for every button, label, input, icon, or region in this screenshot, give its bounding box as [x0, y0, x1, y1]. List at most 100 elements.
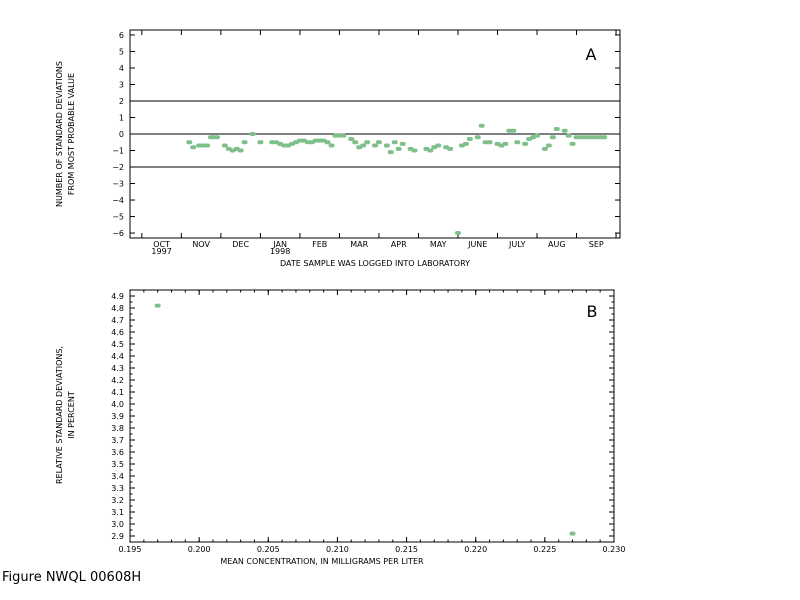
data-point-a	[375, 140, 382, 145]
y-tick-label-b: 3.8	[111, 424, 124, 433]
x-tick-label-b: 0.215	[395, 545, 418, 554]
month-label: JUNE	[467, 240, 487, 249]
data-point-a	[391, 140, 398, 145]
year-label: 1997	[151, 247, 171, 256]
month-label: JULY	[508, 240, 526, 249]
year-label: 1998	[270, 247, 290, 256]
month-label: JAN	[272, 240, 287, 249]
panel-label-b: B	[587, 302, 598, 321]
y-tick-label-a: 6	[119, 31, 124, 40]
data-point-a	[486, 140, 493, 145]
data-point-a	[553, 127, 560, 132]
data-point-a	[462, 141, 469, 146]
data-point-a	[545, 143, 552, 148]
y-axis-label-a: NUMBER OF STANDARD DEVIATIONS	[55, 61, 64, 207]
data-point-a	[204, 143, 211, 148]
data-point-a	[466, 136, 473, 141]
y-tick-label-b: 4.0	[111, 400, 124, 409]
data-point-a	[372, 143, 378, 148]
y-tick-label-a: −4	[112, 196, 124, 205]
y-tick-label-b: 3.1	[111, 508, 124, 517]
y-tick-label-b: 4.8	[111, 304, 124, 313]
data-point-a	[221, 143, 228, 148]
y-tick-label-a: −2	[112, 163, 124, 172]
data-point-a	[399, 141, 406, 146]
y-tick-label-b: 3.0	[111, 520, 124, 529]
plot-frame-b	[129, 289, 615, 543]
month-label: DEC	[232, 240, 249, 249]
y-tick-label-a: −1	[112, 147, 124, 156]
data-point-a	[534, 133, 541, 138]
data-point-a	[478, 123, 485, 128]
data-point-a	[383, 143, 390, 148]
x-tick-label-b: 0.205	[257, 545, 280, 554]
data-point-a	[360, 143, 367, 148]
y-tick-label-b: 4.9	[111, 292, 124, 301]
month-label: APR	[391, 240, 407, 249]
x-tick-label-b: 0.195	[119, 545, 142, 554]
month-label: OCT	[153, 240, 170, 249]
data-point-a	[474, 135, 481, 140]
y-tick-label-b: 4.4	[111, 352, 124, 361]
y-tick-label-a: 2	[119, 97, 124, 106]
data-point-a	[561, 128, 568, 133]
y-tick-label-b: 2.9	[111, 532, 124, 541]
data-point-a	[502, 141, 509, 146]
data-point-a	[541, 146, 548, 151]
y-tick-label-a: 3	[119, 80, 124, 89]
y-tick-label-b: 4.5	[111, 340, 124, 349]
data-point-b	[569, 531, 576, 536]
y-tick-label-a: 1	[119, 113, 124, 122]
data-point-b	[154, 303, 161, 308]
y-axis-label-a: FROM MOST PROBABLE VALUE	[67, 73, 76, 195]
x-tick-label-b: 0.230	[603, 545, 626, 554]
data-point-a	[427, 148, 434, 153]
data-point-a	[249, 132, 256, 136]
data-point-a	[395, 146, 402, 151]
month-label: AUG	[548, 240, 566, 249]
month-label: MAR	[350, 240, 368, 249]
y-tick-label-b: 4.6	[111, 328, 124, 337]
data-point-a	[328, 143, 335, 148]
data-point-a	[364, 140, 371, 145]
data-point-a	[454, 231, 461, 236]
x-tick-label-b: 0.210	[326, 545, 349, 554]
figure-caption: Figure NWQL 00608H	[2, 570, 142, 585]
x-axis-label-b: MEAN CONCENTRATION, IN MILLIGRAMS PER LI…	[220, 557, 424, 566]
y-tick-label-a: 5	[119, 47, 124, 56]
y-axis-label-b: IN PERCENT	[67, 391, 76, 439]
data-point-a	[565, 133, 572, 138]
y-tick-label-a: 0	[119, 130, 124, 139]
data-point-a	[447, 146, 454, 151]
data-point-a	[213, 135, 220, 140]
y-tick-label-b: 3.7	[111, 436, 124, 445]
month-label: FEB	[312, 240, 327, 249]
data-point-a	[435, 143, 442, 148]
chart-panel-b: 2.9 3.0 3.1 3.2 3.3 3.4 3.5 3.6 3.7 3.8 3.9 4.0 4.1 4…	[55, 289, 626, 566]
chart-panel-a: −6 −5 −4 −3 −2 −1 0 1 2 3 4 5 6 OCT NOV DEC JAN FEB MAR APR…	[55, 29, 621, 268]
y-tick-label-b: 3.4	[111, 472, 124, 481]
data-point-a	[257, 140, 264, 145]
y-tick-label-b: 3.2	[111, 496, 124, 505]
month-label: MAY	[430, 240, 447, 249]
panel-label-a: A	[586, 45, 597, 64]
data-point-a	[241, 140, 248, 145]
y-tick-label-a: −5	[112, 213, 124, 222]
data-point-a	[348, 136, 355, 141]
y-tick-label-b: 4.1	[111, 388, 124, 397]
data-point-a	[569, 141, 576, 146]
y-tick-label-a: −3	[112, 180, 124, 189]
data-point-a	[522, 141, 529, 146]
data-point-a	[601, 135, 608, 140]
data-point-a	[190, 145, 197, 150]
y-tick-label-b: 4.2	[111, 376, 124, 385]
y-tick-label-b: 3.9	[111, 412, 124, 421]
y-tick-label-b: 3.5	[111, 460, 124, 469]
data-point-a	[340, 133, 347, 138]
month-label: NOV	[192, 240, 210, 249]
data-point-a	[514, 140, 521, 145]
y-tick-label-b: 3.6	[111, 448, 124, 457]
data-point-a	[411, 148, 418, 153]
x-tick-label-b: 0.225	[533, 545, 556, 554]
